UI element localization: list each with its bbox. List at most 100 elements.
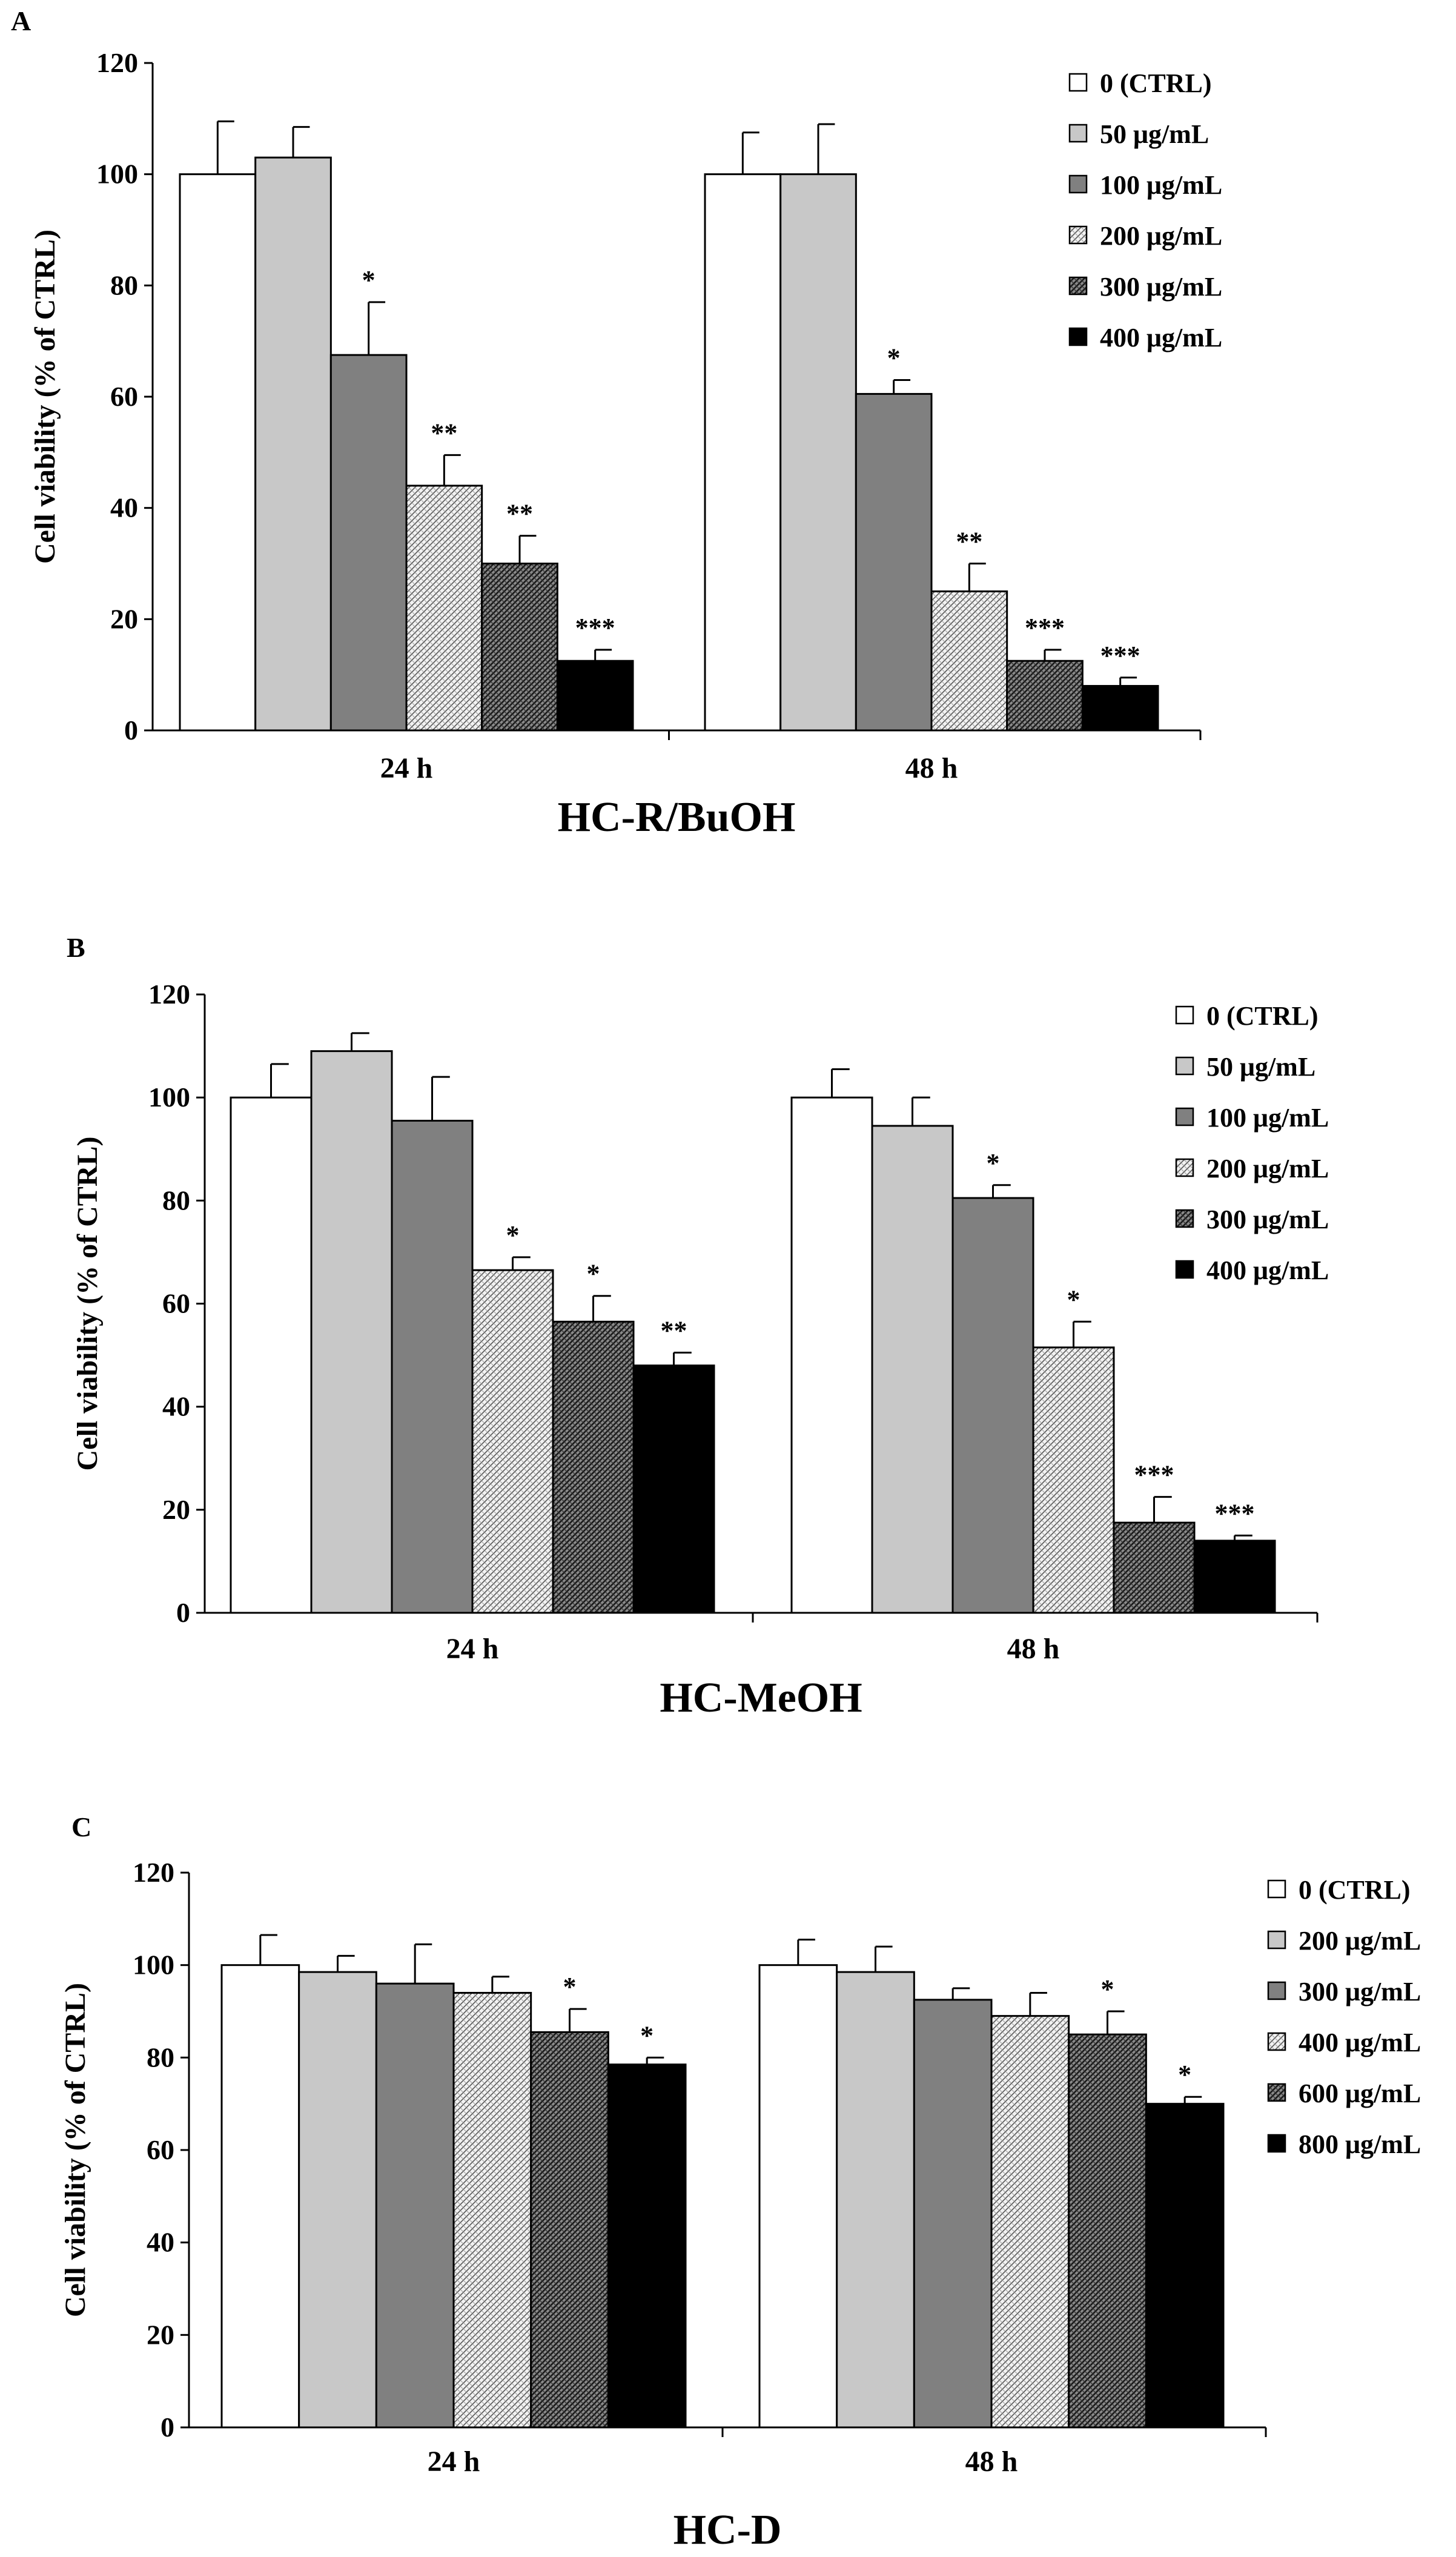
legend-swatch bbox=[1068, 276, 1088, 296]
legend-swatch bbox=[1175, 1107, 1194, 1126]
y-tick-label: 20 bbox=[147, 2319, 174, 2350]
y-tick-label: 20 bbox=[162, 1494, 190, 1525]
legend-swatch bbox=[1068, 327, 1088, 346]
y-tick-label: 60 bbox=[147, 2134, 174, 2165]
x-category-label: 48 h bbox=[905, 752, 958, 784]
x-category-label: 24 h bbox=[428, 2446, 480, 2478]
y-tick-label: 120 bbox=[133, 1857, 174, 1888]
bar bbox=[790, 1096, 873, 1614]
bar bbox=[951, 1197, 1034, 1614]
bar bbox=[391, 1119, 474, 1614]
bar bbox=[254, 156, 332, 732]
x-category-label: 24 h bbox=[380, 752, 433, 784]
y-tick-label: 0 bbox=[124, 715, 138, 746]
legend-swatch bbox=[1068, 225, 1088, 245]
bar bbox=[452, 1991, 532, 2429]
panel-letter-C: C bbox=[71, 1811, 91, 1842]
bar bbox=[632, 1365, 715, 1614]
legend-label: 200 μg/mL bbox=[1100, 221, 1222, 251]
bar bbox=[1068, 2033, 1147, 2429]
legend-label: 50 μg/mL bbox=[1206, 1052, 1315, 1082]
legend-swatch bbox=[1267, 2134, 1286, 2153]
legend-swatch bbox=[1068, 73, 1088, 92]
y-tick-label: 100 bbox=[148, 1082, 190, 1113]
panel-title: HC-MeOH bbox=[660, 1675, 862, 1721]
legend-label: 50 μg/mL bbox=[1100, 119, 1209, 149]
bar bbox=[530, 2031, 609, 2429]
y-axis-label: Cell viability (% of CTRL) bbox=[59, 1983, 91, 2317]
significance-marker: *** bbox=[1215, 1498, 1255, 1528]
panel-letter-A: A bbox=[11, 5, 31, 36]
legend-label: 400 μg/mL bbox=[1100, 323, 1222, 352]
panel-title: HC-D bbox=[673, 2507, 782, 2553]
bar bbox=[298, 1971, 377, 2429]
legend-swatch bbox=[1267, 1879, 1286, 1899]
bar bbox=[836, 1971, 915, 2429]
x-category-label: 24 h bbox=[446, 1633, 499, 1665]
significance-marker: * bbox=[1067, 1285, 1080, 1314]
legend-label: 0 (CTRL) bbox=[1100, 68, 1212, 98]
bar bbox=[871, 1125, 954, 1614]
y-tick-label: 80 bbox=[162, 1185, 190, 1216]
bar bbox=[1081, 685, 1159, 732]
y-tick-label: 80 bbox=[147, 2042, 174, 2072]
significance-marker: * bbox=[640, 2020, 654, 2050]
y-tick-label: 0 bbox=[160, 2412, 174, 2443]
bar bbox=[779, 173, 857, 732]
significance-marker: * bbox=[563, 1972, 577, 2002]
y-tick-label: 40 bbox=[110, 492, 138, 523]
y-tick-label: 60 bbox=[110, 381, 138, 412]
legend-swatch bbox=[1175, 1209, 1194, 1228]
bar bbox=[556, 660, 634, 732]
y-tick-label: 40 bbox=[147, 2227, 174, 2258]
significance-marker: * bbox=[887, 343, 901, 372]
legend-label: 800 μg/mL bbox=[1299, 2129, 1421, 2159]
y-tick-label: 80 bbox=[110, 270, 138, 300]
significance-marker: * bbox=[1178, 2060, 1191, 2089]
legend-label: 100 μg/mL bbox=[1100, 170, 1222, 200]
significance-marker: ** bbox=[431, 418, 457, 448]
legend-swatch bbox=[1267, 1981, 1286, 2000]
legend-label: 300 μg/mL bbox=[1100, 272, 1222, 302]
bar bbox=[375, 1982, 455, 2429]
bar bbox=[179, 173, 257, 732]
legend-swatch bbox=[1267, 2032, 1286, 2051]
bar bbox=[913, 1999, 993, 2429]
panel-letter-B: B bbox=[67, 932, 85, 963]
legend-swatch bbox=[1175, 1260, 1194, 1279]
significance-marker: * bbox=[506, 1220, 520, 1250]
legend-label: 400 μg/mL bbox=[1206, 1255, 1329, 1285]
x-category-label: 48 h bbox=[1007, 1633, 1060, 1665]
bar bbox=[607, 2063, 687, 2429]
legend-swatch bbox=[1267, 2083, 1286, 2102]
y-axis-label: Cell viability (% of CTRL) bbox=[71, 1137, 104, 1471]
bar bbox=[1193, 1540, 1276, 1614]
legend-label: 400 μg/mL bbox=[1299, 2028, 1421, 2057]
y-tick-label: 100 bbox=[96, 159, 138, 190]
bar bbox=[405, 485, 483, 732]
bar bbox=[990, 2015, 1070, 2429]
significance-marker: * bbox=[362, 265, 376, 295]
significance-marker: * bbox=[987, 1148, 1000, 1178]
legend-label: 100 μg/mL bbox=[1206, 1103, 1329, 1133]
y-axis-label: Cell viability (% of CTRL) bbox=[29, 230, 61, 564]
bar bbox=[1006, 660, 1084, 732]
legend-label: 300 μg/mL bbox=[1299, 1977, 1421, 2006]
y-tick-label: 40 bbox=[162, 1391, 190, 1422]
bar bbox=[471, 1269, 554, 1614]
y-tick-label: 20 bbox=[110, 603, 138, 634]
legend-label: 0 (CTRL) bbox=[1299, 1875, 1411, 1905]
significance-marker: ** bbox=[661, 1315, 687, 1345]
bar bbox=[1113, 1521, 1196, 1614]
significance-marker: *** bbox=[1025, 613, 1065, 643]
legend-label: 0 (CTRL) bbox=[1206, 1001, 1319, 1031]
legend-swatch bbox=[1068, 124, 1088, 143]
legend-label: 300 μg/mL bbox=[1206, 1205, 1329, 1234]
y-tick-label: 60 bbox=[162, 1288, 190, 1319]
bar bbox=[1032, 1346, 1115, 1614]
significance-marker: *** bbox=[1134, 1460, 1174, 1490]
legend-swatch bbox=[1267, 1930, 1286, 1950]
y-tick-label: 0 bbox=[176, 1597, 190, 1628]
legend-label: 200 μg/mL bbox=[1206, 1154, 1329, 1183]
significance-marker: ** bbox=[956, 527, 982, 557]
